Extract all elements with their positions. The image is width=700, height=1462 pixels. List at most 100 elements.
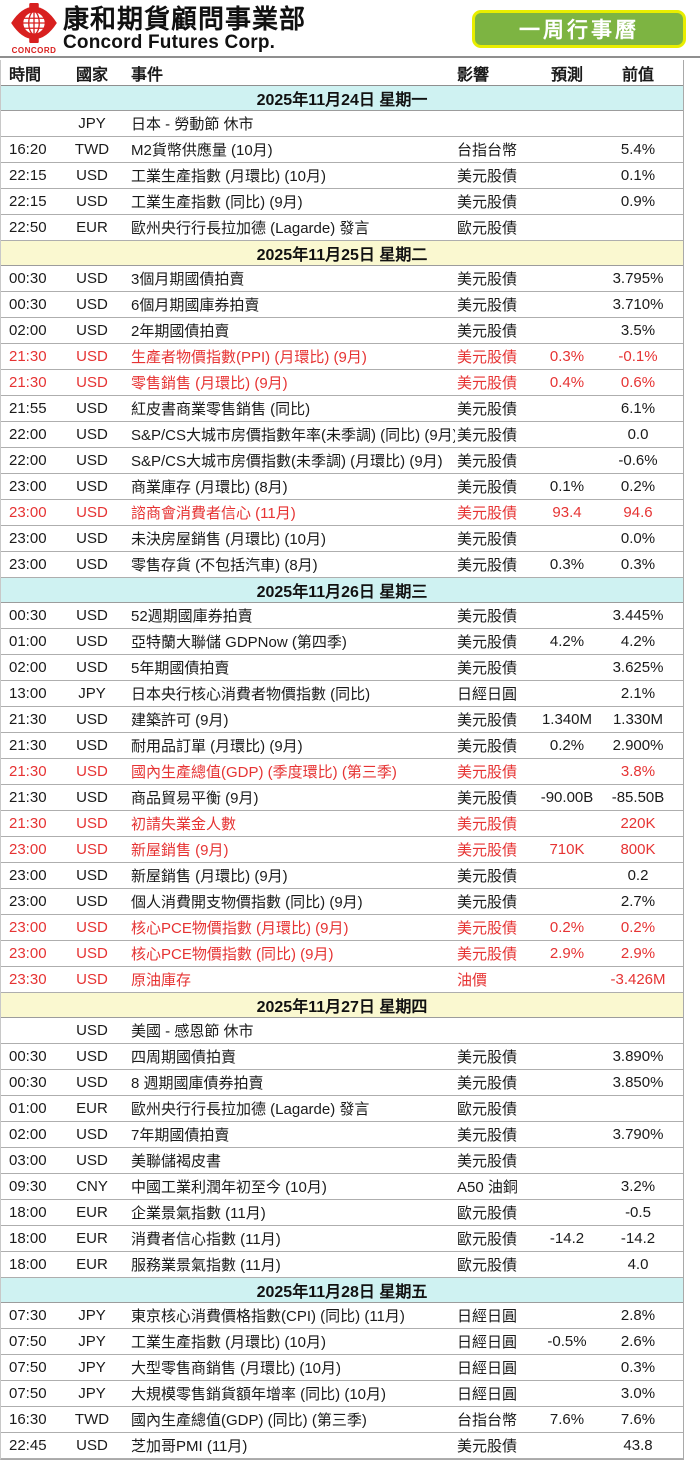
cell-time: 21:30 bbox=[9, 763, 47, 780]
column-header-previous: 前值 bbox=[621, 66, 654, 84]
cell-time: 22:15 bbox=[9, 193, 47, 210]
cell-country: USD bbox=[76, 815, 108, 832]
cell-previous: 0.0 bbox=[627, 426, 649, 443]
cell-country: USD bbox=[76, 789, 108, 806]
cell-event: 新屋銷售 (月環比) (9月) bbox=[131, 868, 288, 885]
cell-previous: 0.3% bbox=[620, 1359, 656, 1376]
cell-country: USD bbox=[76, 400, 108, 417]
date-section-header: 2025年11月26日 星期三 bbox=[1, 578, 683, 603]
cell-country: USD bbox=[76, 530, 108, 547]
cell-time: 22:50 bbox=[9, 219, 47, 236]
cell-impact: A50 油銅 bbox=[457, 1179, 518, 1196]
cell-event: 生產者物價指數(PPI) (月環比) (9月) bbox=[131, 349, 367, 366]
cell-time: 00:30 bbox=[9, 1074, 47, 1091]
cell-time: 21:30 bbox=[9, 815, 47, 832]
cell-event: 歐州央行行長拉加德 (Lagarde) 發言 bbox=[131, 220, 370, 237]
cell-time: 01:00 bbox=[9, 633, 47, 650]
cell-time: 23:00 bbox=[9, 867, 47, 884]
cell-impact: 美元股債 bbox=[457, 401, 518, 418]
table-row: 00:30 USD 6個月期國庫券拍賣 美元股債 3.710% bbox=[1, 292, 683, 318]
table-row: 23:00 USD 未決房屋銷售 (月環比) (10月) 美元股債 0.0% bbox=[1, 526, 683, 552]
weekly-calendar-button[interactable]: 一周行事曆 bbox=[472, 10, 686, 48]
table-row: 07:50 JPY 工業生產指數 (月環比) (10月) 日經日圓 -0.5% 2.6% bbox=[1, 1329, 683, 1355]
cell-country: USD bbox=[76, 1022, 108, 1039]
cell-previous: 2.8% bbox=[620, 1307, 656, 1324]
cell-event: 四周期國債拍賣 bbox=[131, 1049, 237, 1066]
cell-impact: 美元股債 bbox=[457, 712, 518, 729]
cell-previous: 0.3% bbox=[620, 556, 656, 573]
table-row: 23:00 USD 新屋銷售 (月環比) (9月) 美元股債 0.2 bbox=[1, 863, 683, 889]
concord-logo: CONCORD bbox=[10, 3, 58, 55]
cell-impact: 美元股債 bbox=[457, 790, 518, 807]
cell-event: 商業庫存 (月環比) (8月) bbox=[131, 479, 288, 496]
cell-previous: -0.1% bbox=[618, 348, 658, 365]
cell-country: EUR bbox=[76, 219, 108, 236]
cell-country: JPY bbox=[78, 1359, 106, 1376]
cell-event: 核心PCE物價指數 (月環比) (9月) bbox=[131, 920, 349, 937]
column-header-impact: 影響 bbox=[457, 66, 490, 84]
cell-event: 日本 - 勞動節 休市 bbox=[131, 116, 254, 133]
cell-previous: 3.5% bbox=[620, 322, 656, 339]
table-row: 02:00 USD 2年期國債拍賣 美元股債 3.5% bbox=[1, 318, 683, 344]
table-row: 02:00 USD 7年期國債拍賣 美元股債 3.790% bbox=[1, 1122, 683, 1148]
cell-country: USD bbox=[76, 737, 108, 754]
cell-event: 企業景氣指數 (11月) bbox=[131, 1205, 266, 1222]
cell-forecast: 93.4 bbox=[552, 504, 582, 521]
cell-country: USD bbox=[76, 374, 108, 391]
cell-forecast: 0.3% bbox=[549, 348, 585, 365]
cell-time: 21:30 bbox=[9, 711, 47, 728]
cell-event: 國內生產總值(GDP) (季度環比) (第三季) bbox=[131, 764, 397, 781]
cell-previous: 3.850% bbox=[612, 1074, 664, 1091]
cell-previous: 3.890% bbox=[612, 1048, 664, 1065]
cell-time: 22:15 bbox=[9, 167, 47, 184]
cell-event: S&P/CS大城市房價指數年率(未季調) (同比) (9月) bbox=[131, 427, 455, 444]
cell-previous: 2.900% bbox=[612, 737, 664, 754]
cell-country: USD bbox=[76, 919, 108, 936]
cell-time: 23:00 bbox=[9, 556, 47, 573]
cell-time: 02:00 bbox=[9, 1126, 47, 1143]
cell-event: 個人消費開支物價指數 (同比) (9月) bbox=[131, 894, 363, 911]
cell-event: 消費者信心指數 (11月) bbox=[131, 1231, 281, 1248]
cell-time: 23:00 bbox=[9, 478, 47, 495]
cell-impact: 美元股債 bbox=[457, 1438, 518, 1455]
column-header-forecast: 預測 bbox=[550, 66, 583, 84]
cell-country: USD bbox=[76, 556, 108, 573]
cell-event: 東京核心消費價格指數(CPI) (同比) (11月) bbox=[131, 1308, 405, 1325]
cell-time: 23:00 bbox=[9, 919, 47, 936]
cell-time: 22:45 bbox=[9, 1437, 47, 1454]
cell-time: 23:00 bbox=[9, 841, 47, 858]
cell-country: USD bbox=[76, 1126, 108, 1143]
table-row: 23:00 USD 個人消費開支物價指數 (同比) (9月) 美元股債 2.7% bbox=[1, 889, 683, 915]
cell-impact: 日經日圓 bbox=[457, 1334, 518, 1351]
cell-event: 工業生產指數 (同比) (9月) bbox=[131, 194, 303, 211]
cell-forecast: 1.340M bbox=[541, 711, 593, 728]
cell-impact: 美元股債 bbox=[457, 557, 518, 574]
cell-country: USD bbox=[76, 945, 108, 962]
cell-impact: 美元股債 bbox=[457, 323, 518, 340]
cell-previous: 220K bbox=[620, 815, 656, 832]
table-row: 22:45 USD 芝加哥PMI (11月) 美元股債 43.8 bbox=[1, 1433, 683, 1459]
cell-time: 21:30 bbox=[9, 348, 47, 365]
cell-event: 初請失業金人數 bbox=[131, 816, 237, 833]
table-row: 00:30 USD 52週期國庫券拍賣 美元股債 3.445% bbox=[1, 603, 683, 629]
table-row: 23:00 USD 新屋銷售 (9月) 美元股債 710K 800K bbox=[1, 837, 683, 863]
cell-impact: 美元股債 bbox=[457, 1153, 518, 1170]
cell-impact: 日經日圓 bbox=[457, 1360, 518, 1377]
cell-forecast: 0.2% bbox=[549, 919, 585, 936]
cell-impact: 美元股債 bbox=[457, 1127, 518, 1144]
cell-time: 22:00 bbox=[9, 452, 47, 469]
cell-time: 00:30 bbox=[9, 1048, 47, 1065]
cell-country: EUR bbox=[76, 1204, 108, 1221]
table-row: 07:30 JPY 東京核心消費價格指數(CPI) (同比) (11月) 日經日圓 2.… bbox=[1, 1303, 683, 1329]
cell-time: 18:00 bbox=[9, 1256, 47, 1273]
concord-logo-text: CONCORD bbox=[11, 46, 57, 55]
cell-country: USD bbox=[76, 1048, 108, 1065]
cell-country: JPY bbox=[78, 1307, 106, 1324]
cell-country: USD bbox=[76, 296, 108, 313]
cell-country: EUR bbox=[76, 1256, 108, 1273]
cell-previous: 800K bbox=[620, 841, 656, 858]
table-row: 07:50 JPY 大型零售商銷售 (月環比) (10月) 日經日圓 0.3% bbox=[1, 1355, 683, 1381]
cell-country: USD bbox=[76, 426, 108, 443]
table-row: 18:00 EUR 企業景氣指數 (11月) 歐元股債 -0.5 bbox=[1, 1200, 683, 1226]
table-row: 22:50 EUR 歐州央行行長拉加德 (Lagarde) 發言 歐元股債 bbox=[1, 215, 683, 241]
